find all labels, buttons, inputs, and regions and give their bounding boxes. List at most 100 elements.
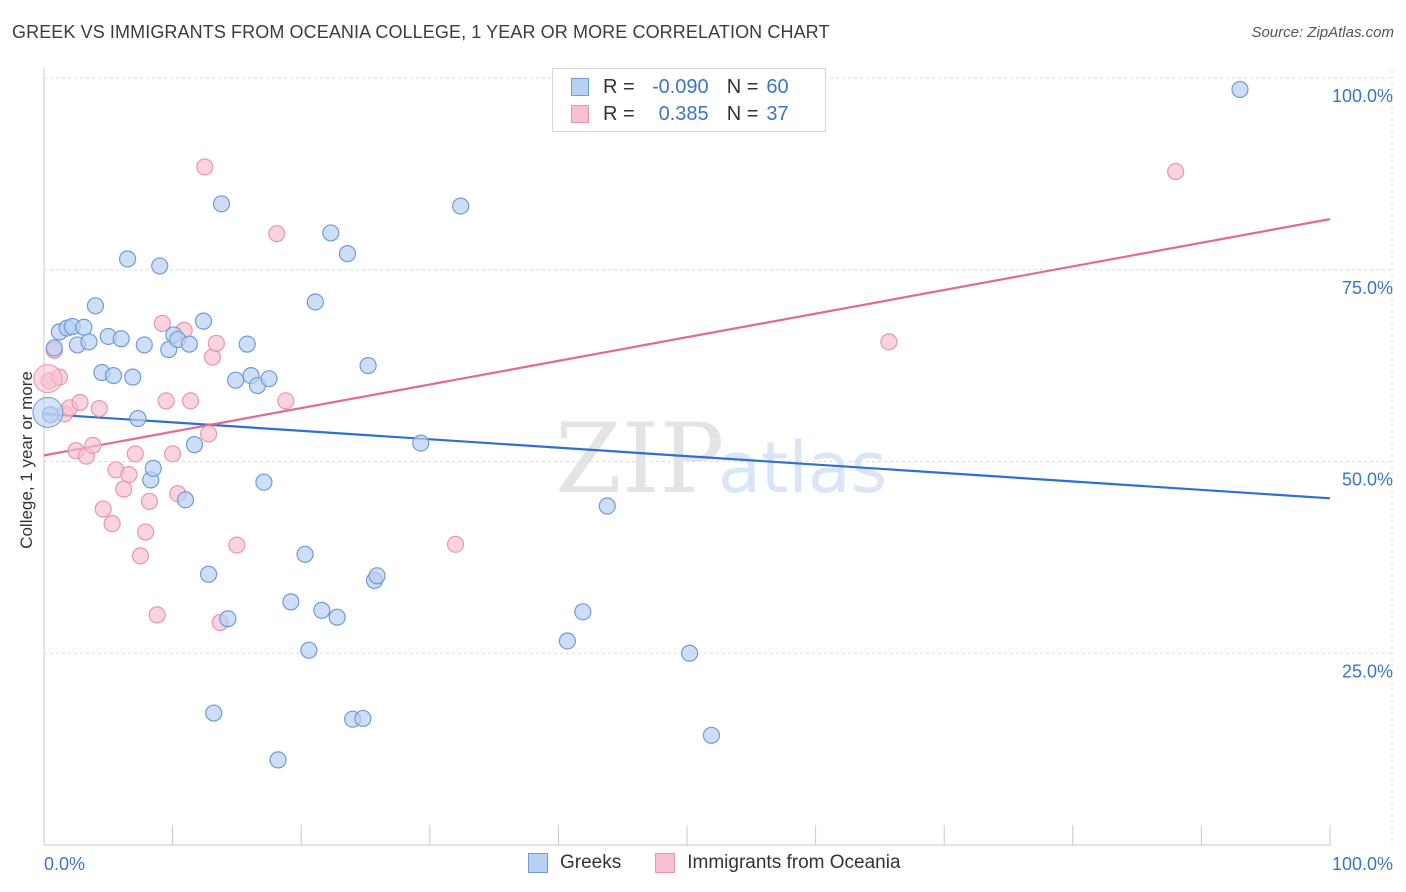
point-greeks xyxy=(129,409,147,428)
point-oceania xyxy=(140,492,159,510)
r-label: R = xyxy=(603,102,635,125)
point-greeks xyxy=(32,396,64,428)
r-label: R = xyxy=(603,75,635,98)
point-greeks xyxy=(412,434,430,452)
point-greeks xyxy=(180,335,198,353)
point-greeks xyxy=(328,608,346,626)
data-points xyxy=(32,69,1249,769)
series-legend: Greeks Immigrants from Oceania xyxy=(528,852,901,874)
point-oceania xyxy=(71,393,89,412)
point-oceania xyxy=(84,436,102,454)
point-greeks xyxy=(338,245,357,263)
axes xyxy=(43,68,1331,846)
point-greeks xyxy=(368,567,386,585)
point-greeks xyxy=(322,224,340,242)
x-tick-label: 0.0% xyxy=(44,854,85,874)
legend-row-greeks: R = -0.090 N = 60 xyxy=(571,74,789,100)
point-oceania xyxy=(120,465,138,484)
chart-title: GREEK VS IMMIGRANTS FROM OCEANIA COLLEGE… xyxy=(12,22,830,42)
point-greeks xyxy=(300,641,318,659)
legend-label-oceania: Immigrants from Oceania xyxy=(687,852,901,873)
point-greeks xyxy=(702,726,721,744)
point-oceania xyxy=(33,364,63,394)
point-greeks xyxy=(45,339,63,357)
point-greeks xyxy=(238,335,256,353)
r-value: -0.090 xyxy=(651,75,709,98)
point-oceania xyxy=(200,425,218,443)
point-greeks xyxy=(219,610,237,628)
point-oceania xyxy=(277,392,295,410)
point-oceania xyxy=(196,158,214,176)
point-oceania xyxy=(153,314,171,333)
point-greeks xyxy=(306,293,324,311)
legend-row-oceania: R = 0.385 N = 37 xyxy=(571,101,789,127)
trend-lines xyxy=(43,218,1331,500)
point-oceania xyxy=(148,606,166,624)
y-tick-label: 75.0% xyxy=(1342,278,1393,298)
point-oceania xyxy=(131,547,150,565)
point-greeks xyxy=(574,603,592,621)
point-oceania xyxy=(90,399,108,418)
point-oceania xyxy=(182,392,200,410)
n-label: N = xyxy=(726,102,759,125)
point-greeks xyxy=(212,195,231,213)
point-greeks xyxy=(260,370,278,388)
r-value: 0.385 xyxy=(658,102,709,125)
y-axis-label: College, 1 year or more xyxy=(17,371,36,549)
point-oceania xyxy=(446,535,465,553)
point-oceania xyxy=(157,392,175,410)
point-oceania xyxy=(1167,162,1185,181)
point-greeks xyxy=(452,197,470,215)
y-tick-label: 50.0% xyxy=(1342,470,1393,490)
point-greeks xyxy=(296,545,314,563)
point-greeks xyxy=(112,330,130,348)
legend-label-greeks: Greeks xyxy=(560,852,622,873)
point-greeks xyxy=(144,459,162,478)
n-value: 60 xyxy=(766,75,789,98)
legend-swatch-blue xyxy=(571,78,589,96)
trend-line-greeks xyxy=(43,412,1331,500)
point-oceania xyxy=(228,536,246,554)
point-greeks xyxy=(118,250,137,268)
point-greeks xyxy=(680,644,699,662)
point-greeks xyxy=(124,368,142,386)
point-greeks xyxy=(151,257,169,275)
point-greeks xyxy=(194,312,213,330)
point-greeks xyxy=(205,704,223,722)
point-oceania xyxy=(164,445,182,463)
point-greeks xyxy=(558,632,577,650)
point-greeks xyxy=(104,366,123,385)
point-oceania xyxy=(94,500,112,518)
point-greeks xyxy=(255,473,273,491)
legend-swatch-greeks xyxy=(528,853,548,873)
n-label: N = xyxy=(726,75,759,98)
point-greeks xyxy=(354,709,372,728)
point-greeks xyxy=(269,751,287,769)
point-greeks xyxy=(1231,80,1249,99)
legend-swatch-oceania xyxy=(655,853,676,873)
point-oceania xyxy=(126,445,144,463)
point-greeks xyxy=(80,333,98,351)
point-greeks xyxy=(313,601,331,619)
watermark-zip: ZIP xyxy=(555,403,724,515)
point-greeks xyxy=(200,565,218,583)
chart-source: Source: ZipAtlas.com xyxy=(1251,24,1394,41)
point-oceania xyxy=(115,480,133,498)
point-greeks xyxy=(135,336,153,354)
point-greeks xyxy=(75,318,93,336)
point-oceania xyxy=(103,515,121,533)
point-greeks xyxy=(227,371,245,389)
point-oceania xyxy=(207,334,225,352)
point-oceania xyxy=(136,523,155,541)
point-greeks xyxy=(86,297,105,315)
point-oceania xyxy=(880,333,898,351)
point-greeks xyxy=(185,436,204,454)
stats-legend: R = -0.090 N = 60 R = 0.385 N = 37 xyxy=(552,68,826,132)
n-value: 37 xyxy=(766,102,789,125)
tick-labels: 25.0% 50.0% 75.0% 100.0% 0.0% 100.0% xyxy=(44,86,1393,874)
y-tick-label: 25.0% xyxy=(1342,661,1393,681)
point-oceania xyxy=(268,225,286,243)
point-greeks xyxy=(359,357,377,375)
point-greeks xyxy=(282,593,300,611)
